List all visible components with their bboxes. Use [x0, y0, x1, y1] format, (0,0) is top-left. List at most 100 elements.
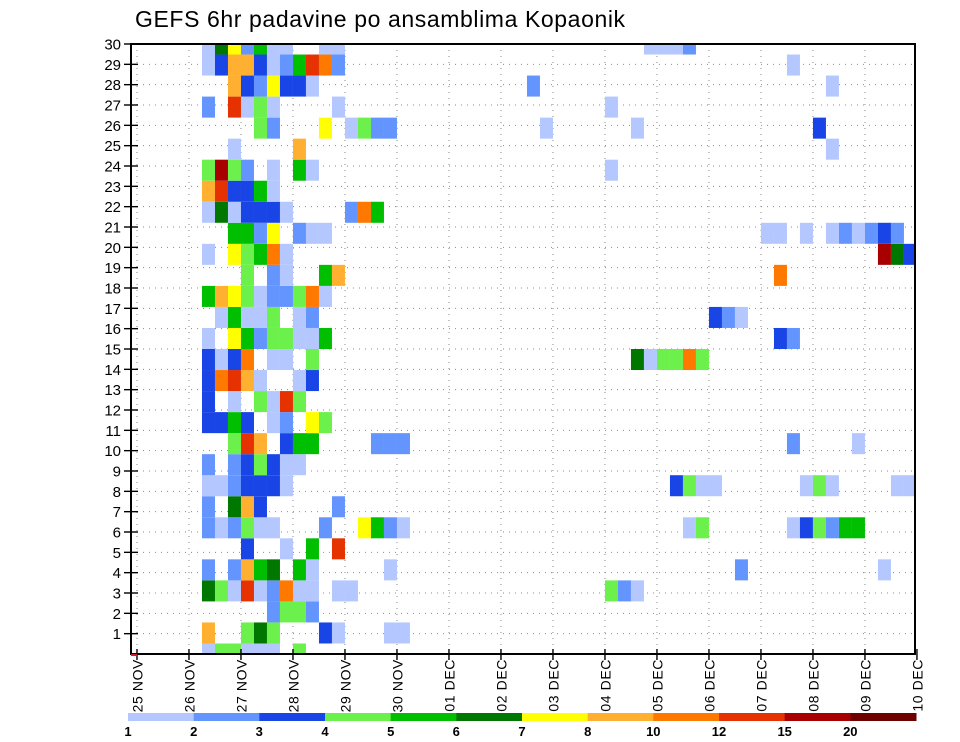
heatmap-cell [201, 370, 215, 392]
heatmap-cell [240, 517, 254, 539]
heatmap-cell [292, 643, 306, 654]
y-tick-label: 7 [113, 504, 121, 521]
heatmap-cell [240, 44, 254, 55]
heatmap-cell [617, 580, 631, 602]
heatmap-cell [253, 201, 267, 223]
heatmap-cell [240, 622, 254, 644]
y-tick-label: 17 [104, 301, 121, 318]
x-tick-label: 09 DEC [858, 659, 874, 712]
heatmap-cell [669, 349, 683, 371]
x-tick-label: 26 NOV [182, 659, 198, 712]
colorbar-label: 20 [843, 724, 857, 739]
heatmap-cell [812, 475, 826, 497]
heatmap-cell [227, 222, 241, 244]
heatmap-cell [240, 96, 254, 118]
colorbar-swatch [390, 713, 457, 721]
heatmap-cell [318, 117, 332, 139]
heatmap-cell [825, 222, 839, 244]
x-tick-label: 25 NOV [130, 659, 146, 712]
heatmap-cell [292, 370, 306, 392]
heatmap-cell [292, 54, 306, 76]
heatmap-cell [292, 327, 306, 349]
heatmap-cell [383, 117, 397, 139]
heatmap-cell [305, 54, 319, 76]
heatmap-cell [201, 285, 215, 307]
heatmap-cell [253, 580, 267, 602]
heatmap-cell [227, 44, 241, 55]
heatmap-cells [201, 44, 915, 654]
x-tick-label: 04 DEC [598, 659, 614, 712]
heatmap-cell [214, 475, 228, 497]
colorbar-swatch [325, 713, 392, 721]
heatmap-cell [279, 54, 293, 76]
heatmap-cell [279, 264, 293, 286]
heatmap-cell [227, 243, 241, 265]
y-tick-label: 12 [104, 403, 121, 420]
y-tick-label: 2 [113, 606, 121, 623]
heatmap-cell [227, 306, 241, 328]
heatmap-cell [318, 222, 332, 244]
heatmap-cell [266, 264, 280, 286]
heatmap-cell [318, 517, 332, 539]
heatmap-cell [253, 370, 267, 392]
heatmap-cell [266, 75, 280, 97]
heatmap-cell [227, 454, 241, 476]
heatmap-cell [214, 201, 228, 223]
y-tick-label: 10 [104, 443, 121, 460]
heatmap-cell [266, 327, 280, 349]
colorbar-label: 5 [387, 724, 394, 739]
heatmap-cell [279, 201, 293, 223]
heatmap-cell [240, 285, 254, 307]
heatmap-cell [240, 454, 254, 476]
heatmap-cell [201, 349, 215, 371]
heatmap-cell [253, 454, 267, 476]
colorbar-legend: 1 2 3 4 5 6 7 8 10 12 15 20 [124, 713, 917, 739]
heatmap-cell [201, 391, 215, 413]
heatmap-cell [877, 559, 891, 581]
heatmap-cell [214, 285, 228, 307]
heatmap-cell [292, 159, 306, 181]
heatmap-cell [292, 580, 306, 602]
heatmap-cell [318, 622, 332, 644]
heatmap-cell [682, 44, 696, 55]
heatmap-cell [903, 243, 915, 265]
heatmap-cell [266, 54, 280, 76]
heatmap-cell [370, 517, 384, 539]
heatmap-cell [214, 306, 228, 328]
heatmap-cell [357, 117, 371, 139]
x-axis: 25 NOV 26 NOV 27 NOV 28 NOV 29 NOV 30 NOV 01 D… [130, 649, 925, 712]
heatmap-cell [266, 517, 280, 539]
heatmap-cell [201, 622, 215, 644]
heatmap-cell [253, 475, 267, 497]
x-tick-label: 27 NOV [234, 659, 250, 712]
heatmap-cell [825, 75, 839, 97]
y-axis: 1234567891011121314151617181920212223242… [104, 37, 138, 643]
heatmap-cell [279, 243, 293, 265]
heatmap-cell [266, 201, 280, 223]
heatmap-cell [253, 433, 267, 455]
heatmap-cell [279, 601, 293, 623]
heatmap-cell [240, 306, 254, 328]
heatmap-cell [253, 75, 267, 97]
heatmap-cell [201, 475, 215, 497]
heatmap-cell [240, 433, 254, 455]
heatmap-cell [214, 580, 228, 602]
heatmap-cell [825, 517, 839, 539]
heatmap-cell [695, 349, 709, 371]
heatmap-cell [253, 44, 267, 55]
heatmap-cell [773, 222, 787, 244]
heatmap-cell [331, 96, 345, 118]
x-tick-label: 02 DEC [494, 659, 510, 712]
colorbar-label: 6 [453, 724, 460, 739]
heatmap-cell [266, 285, 280, 307]
heatmap-cell [201, 559, 215, 581]
heatmap-cell [851, 222, 865, 244]
heatmap-cell [682, 349, 696, 371]
heatmap-cell [370, 117, 384, 139]
heatmap-cell [266, 559, 280, 581]
heatmap-cell [240, 496, 254, 518]
heatmap-cell [227, 433, 241, 455]
heatmap-cell [227, 412, 241, 434]
y-tick-label: 24 [104, 159, 121, 176]
